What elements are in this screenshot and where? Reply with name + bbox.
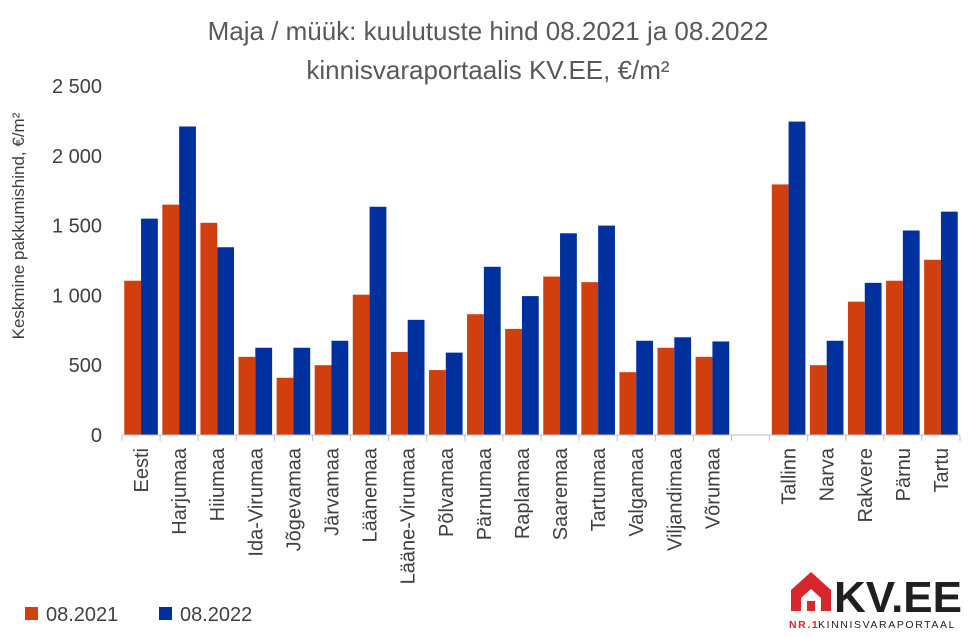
y-tick-label: 1 000 xyxy=(52,285,102,307)
y-axis-label: Keskmine pakkumishind, €/m² xyxy=(9,112,28,339)
x-tick-label: Tallinn xyxy=(779,448,801,505)
bar-08.2021-Saaremaa xyxy=(543,276,561,435)
kv-ee-logo: KV.EE NR.1 KINNISVARAPORTAAL xyxy=(789,572,962,631)
bar-08.2021-Tartumaa xyxy=(581,282,599,435)
bar-08.2022-Raplamaa xyxy=(521,296,539,435)
x-tick-label: Läänemaa xyxy=(360,447,382,542)
bar-08.2022-Tartumaa xyxy=(598,225,615,435)
bar-08.2021-Ida-Virumaa xyxy=(238,356,256,435)
bar-08.2022-Narva xyxy=(826,340,844,435)
x-tick-label: Narva xyxy=(817,447,839,501)
bar-08.2022-Võrumaa xyxy=(712,341,730,435)
x-tick-label: Lääne-Virumaa xyxy=(398,447,420,584)
bar-08.2022-Järvamaa xyxy=(331,340,349,435)
legend-label-2022: 08.2022 xyxy=(180,604,252,626)
bar-08.2022-Pärnu xyxy=(902,230,920,435)
bar-08.2021-Rakvere xyxy=(847,301,865,435)
bar-08.2021-Harjumaa xyxy=(162,204,180,435)
bar-08.2021-Raplamaa xyxy=(505,328,522,435)
bar-08.2021-Järvamaa xyxy=(314,365,332,435)
legend-swatch-2021 xyxy=(25,607,38,620)
bar-08.2021-Võrumaa xyxy=(695,356,713,435)
logo-brand: KV.EE xyxy=(834,573,962,622)
bar-08.2022-Tallinn xyxy=(788,121,806,435)
chart-title-line2: kinnisvaraportaalis KV.EE, €/m² xyxy=(306,55,670,85)
bar-08.2021-Läänemaa xyxy=(352,294,370,435)
x-tick-label: Jõgevamaa xyxy=(283,447,305,551)
bar-08.2021-Tartu xyxy=(924,259,941,435)
bar-08.2021-Narva xyxy=(809,365,827,435)
x-tick-label: Võrumaa xyxy=(702,447,724,529)
bars xyxy=(124,121,958,435)
legend-swatch-2022 xyxy=(159,607,172,620)
x-tick-label: Rakvere xyxy=(855,448,877,522)
bar-08.2022-Valgamaa xyxy=(636,340,654,435)
x-tick-label: Harjumaa xyxy=(169,447,191,535)
legend-label-2021: 08.2021 xyxy=(46,604,118,626)
x-tick-label: Põlvamaa xyxy=(436,447,458,537)
x-tick-label: Eesti xyxy=(131,448,153,492)
bar-08.2021-Tallinn xyxy=(771,184,789,435)
bar-08.2022-Hiiumaa xyxy=(217,247,235,435)
x-axis-ticks: Eesti Harjumaa Hiiumaa Ida-Virumaa Jõgevamaa… xyxy=(131,447,953,584)
y-tick-label: 2 500 xyxy=(52,76,102,98)
bar-08.2021-Valgamaa xyxy=(619,372,637,435)
bar-08.2022-Viljandimaa xyxy=(674,337,692,435)
bar-08.2022-Tartu xyxy=(940,211,958,435)
bar-08.2021-Jõgevamaa xyxy=(276,377,294,435)
x-tick-label: Tartu xyxy=(931,448,953,492)
x-tick-label: Järvamaa xyxy=(322,447,344,536)
x-tick-label: Viljandimaa xyxy=(664,447,686,551)
bar-08.2022-Lääne-Virumaa xyxy=(407,319,425,435)
y-tick-label: 1 500 xyxy=(52,216,102,238)
bar-08.2022-Saaremaa xyxy=(560,233,577,435)
y-tick-label: 2 000 xyxy=(52,146,102,168)
x-axis xyxy=(121,434,961,441)
x-tick-label: Valgamaa xyxy=(626,447,648,536)
bar-08.2022-Rakvere xyxy=(864,282,882,435)
y-axis-ticks: 0 500 1 000 1 500 2 000 2 500 xyxy=(52,76,102,447)
bar-08.2021-Lääne-Virumaa xyxy=(390,351,408,435)
bar-08.2022-Jõgevamaa xyxy=(293,347,311,435)
bar-08.2022-Eesti xyxy=(141,218,158,435)
logo-tagline-prefix: NR.1 xyxy=(789,619,819,631)
house-icon xyxy=(791,572,831,611)
bar-08.2022-Harjumaa xyxy=(179,126,196,435)
bar-08.2022-Ida-Virumaa xyxy=(255,347,273,435)
x-tick-label: Hiiumaa xyxy=(207,447,229,521)
bar-08.2021-Põlvamaa xyxy=(428,370,446,435)
bar-08.2021-Viljandimaa xyxy=(657,347,675,435)
x-tick-label: Pärnu xyxy=(893,448,915,501)
x-tick-label: Tartumaa xyxy=(588,447,610,531)
x-tick-label: Ida-Virumaa xyxy=(245,447,267,556)
x-tick-label: Raplamaa xyxy=(512,447,534,539)
bar-08.2021-Pärnumaa xyxy=(467,314,484,435)
bar-08.2022-Pärnumaa xyxy=(483,266,501,435)
bar-08.2021-Pärnu xyxy=(886,280,903,435)
y-tick-label: 0 xyxy=(91,425,102,447)
bar-08.2022-Läänemaa xyxy=(369,206,387,435)
x-tick-label: Saaremaa xyxy=(550,447,572,540)
bar-08.2022-Põlvamaa xyxy=(445,352,463,435)
x-tick-label: Pärnumaa xyxy=(474,447,496,540)
bar-08.2021-Hiiumaa xyxy=(200,222,218,435)
y-tick-label: 500 xyxy=(69,355,102,377)
logo-tagline: KINNISVARAPORTAAL xyxy=(818,619,956,631)
chart-title-line1: Maja / müük: kuulutuste hind 08.2021 ja … xyxy=(208,16,769,46)
bar-08.2021-Eesti xyxy=(124,280,142,435)
legend: 08.2021 08.2022 xyxy=(25,604,252,626)
